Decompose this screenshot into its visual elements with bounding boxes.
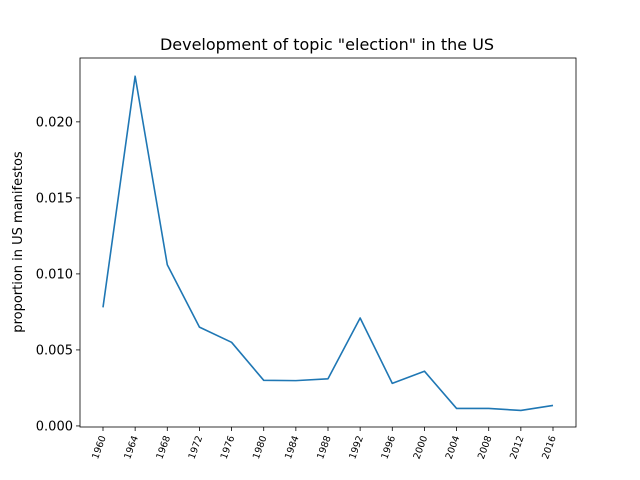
y-axis-label: proportion in US manifestos: [11, 151, 26, 333]
x-tick-label: 2016: [540, 434, 559, 460]
x-tick-label: 1996: [379, 434, 398, 460]
x-tick-label: 2004: [444, 434, 463, 460]
y-tick-label: 0.020: [36, 115, 73, 130]
y-tick-label: 0.005: [36, 343, 73, 358]
x-tick-label: 1968: [154, 434, 173, 460]
chart-title: Development of topic "election" in the U…: [160, 35, 494, 54]
y-tick-label: 0.015: [36, 191, 73, 206]
plot-frame: [79, 57, 577, 428]
x-tick-label: 2008: [476, 434, 495, 460]
x-tick-label: 1972: [187, 434, 206, 460]
x-tick-label: 1984: [283, 434, 302, 460]
y-tick-label: 0.000: [36, 419, 73, 434]
x-tick-label: 1988: [315, 434, 334, 460]
x-tick-label: 2012: [508, 434, 527, 460]
x-tick-label: 1992: [347, 434, 366, 460]
y-tick-label: 0.010: [36, 267, 73, 282]
x-tick-label: 1980: [251, 434, 270, 460]
x-tick-label: 1960: [90, 434, 109, 460]
x-tick-label: 1964: [122, 434, 141, 460]
x-tick-label: 1976: [219, 434, 238, 460]
series-line: [102, 75, 554, 412]
x-tick-label: 2000: [412, 434, 431, 460]
plot-area: 0.000 0.005 0.010 0.015 0.020 1960 1964 1968 197…: [36, 57, 577, 461]
